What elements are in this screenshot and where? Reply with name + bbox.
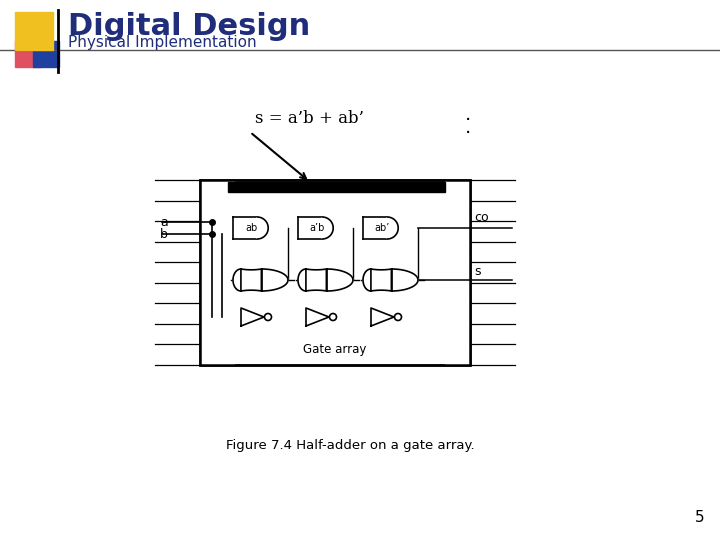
- Polygon shape: [233, 269, 288, 291]
- Circle shape: [395, 314, 402, 321]
- Text: .: .: [465, 105, 472, 124]
- Bar: [200, 180, 470, 365]
- Text: 5: 5: [696, 510, 705, 525]
- Polygon shape: [387, 217, 398, 239]
- Text: Physical Implementation: Physical Implementation: [68, 35, 256, 50]
- Text: ab’: ab’: [374, 223, 390, 233]
- Text: a: a: [160, 215, 168, 228]
- Text: a’b: a’b: [310, 223, 325, 233]
- Polygon shape: [371, 308, 394, 326]
- Text: co: co: [474, 211, 489, 224]
- Polygon shape: [323, 217, 333, 239]
- Bar: [200, 180, 235, 365]
- Text: ab: ab: [246, 223, 258, 233]
- Text: Digital Design: Digital Design: [68, 12, 310, 41]
- Text: .: .: [465, 118, 472, 137]
- Text: Gate array: Gate array: [303, 342, 366, 355]
- Polygon shape: [363, 269, 418, 291]
- Bar: [228, 182, 445, 192]
- Circle shape: [330, 314, 336, 321]
- Text: Figure 7.4 Half-adder on a gate array.: Figure 7.4 Half-adder on a gate array.: [225, 438, 474, 451]
- Bar: [200, 180, 470, 365]
- Bar: [33, 41, 59, 67]
- Bar: [15, 12, 53, 50]
- Circle shape: [264, 314, 271, 321]
- Bar: [445, 180, 470, 365]
- Text: s: s: [474, 265, 480, 278]
- Polygon shape: [257, 217, 268, 239]
- Text: b: b: [160, 227, 168, 240]
- Polygon shape: [241, 308, 264, 326]
- Text: s = a’b + ab’: s = a’b + ab’: [255, 110, 364, 127]
- Polygon shape: [298, 269, 353, 291]
- Bar: [15, 41, 41, 67]
- Polygon shape: [306, 308, 329, 326]
